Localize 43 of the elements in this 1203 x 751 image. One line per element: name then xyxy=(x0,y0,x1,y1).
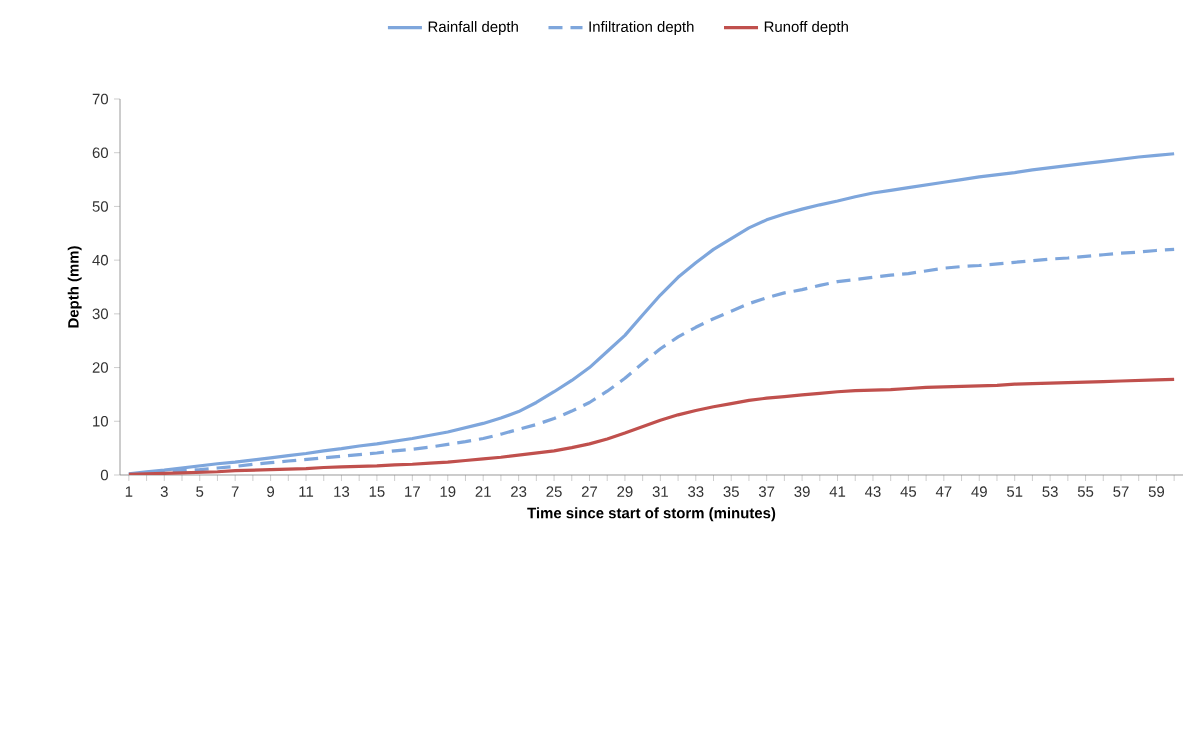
y-tick-label: 60 xyxy=(92,147,109,159)
x-tick-label: 1 xyxy=(125,486,133,497)
y-tick-label: 20 xyxy=(92,362,109,373)
y-tick-label: 70 xyxy=(92,93,109,105)
x-tick-label: 41 xyxy=(829,486,846,497)
x-tick-label: 57 xyxy=(1113,486,1129,497)
x-tick-label: 51 xyxy=(1006,486,1023,497)
x-tick-label: 47 xyxy=(935,486,952,497)
x-tick-label: 29 xyxy=(617,486,633,497)
x-tick-label: 11 xyxy=(299,486,314,497)
x-tick-label: 3 xyxy=(160,486,168,497)
x-tick-label: 19 xyxy=(440,486,456,497)
y-tick-label: 50 xyxy=(92,201,109,212)
y-axis-title: Depth (mm) xyxy=(67,246,82,328)
x-tick-label: 55 xyxy=(1077,486,1094,497)
x-tick-label: 43 xyxy=(864,486,881,497)
x-tick-label: 7 xyxy=(231,486,239,497)
x-tick-label: 17 xyxy=(405,486,420,497)
x-tick-label: 25 xyxy=(546,486,562,497)
x-tick-label: 39 xyxy=(794,486,810,497)
x-tick-label: 21 xyxy=(475,486,491,497)
x-tick-label: 37 xyxy=(758,486,775,497)
x-tick-label: 9 xyxy=(267,486,275,497)
legend-label: Rainfall depth xyxy=(428,21,518,35)
y-tick-label: 40 xyxy=(92,254,109,266)
x-tick-label: 33 xyxy=(688,486,704,497)
x-tick-label: 23 xyxy=(511,486,527,497)
y-tick-label: 30 xyxy=(92,308,109,320)
x-tick-label: 49 xyxy=(971,486,987,497)
legend-label: Runoff depth xyxy=(764,21,848,35)
x-tick-label: 27 xyxy=(581,486,598,497)
x-tick-label: 5 xyxy=(196,486,204,497)
x-tick-label: 45 xyxy=(900,486,917,497)
legend-label: Infiltration depth xyxy=(589,21,694,35)
x-tick-label: 31 xyxy=(652,486,668,497)
x-tick-label: 53 xyxy=(1042,486,1058,497)
y-tick-label: 10 xyxy=(93,415,109,427)
x-tick-label: 59 xyxy=(1148,486,1165,497)
x-tick-label: 35 xyxy=(723,486,739,497)
x-tick-label: 13 xyxy=(334,486,350,497)
x-axis-title: Time since start of storm (minutes) xyxy=(527,507,776,522)
x-tick-label: 15 xyxy=(369,486,385,497)
y-tick-label: 0 xyxy=(100,469,109,481)
